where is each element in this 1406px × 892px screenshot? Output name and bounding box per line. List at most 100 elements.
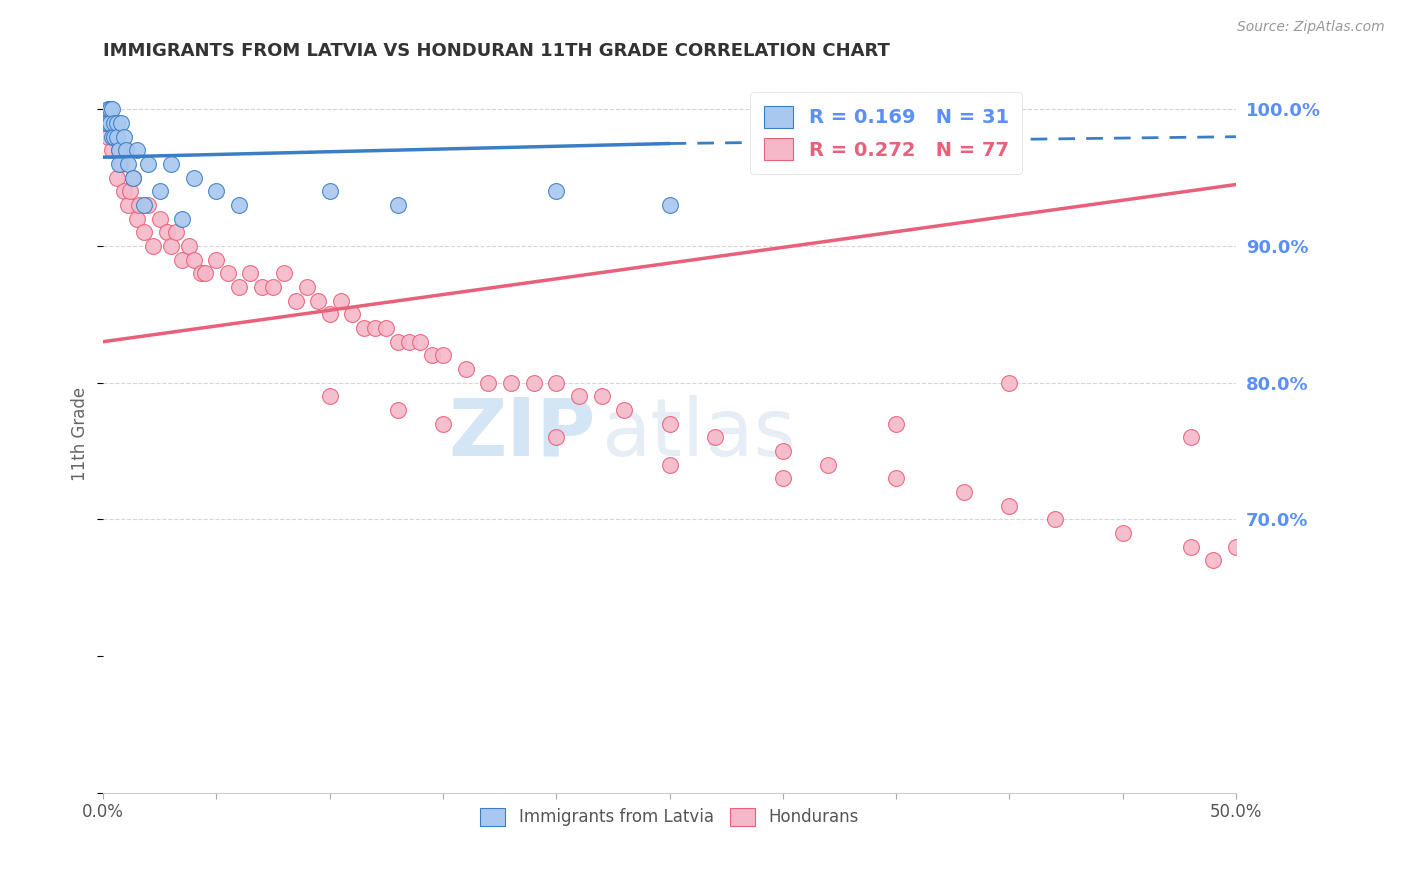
Point	[103, 129, 125, 144]
Point	[94, 116, 117, 130]
Point	[155, 225, 177, 239]
Point	[160, 157, 183, 171]
Point	[772, 444, 794, 458]
Point	[190, 266, 212, 280]
Point	[194, 266, 217, 280]
Point	[172, 211, 194, 226]
Point	[217, 266, 239, 280]
Point	[205, 185, 228, 199]
Point	[318, 307, 340, 321]
Point	[228, 280, 250, 294]
Point	[420, 348, 443, 362]
Point	[387, 334, 409, 349]
Point	[98, 103, 121, 117]
Point	[183, 170, 205, 185]
Point	[409, 334, 432, 349]
Point	[307, 293, 329, 308]
Point	[120, 185, 142, 199]
Point	[105, 170, 128, 185]
Point	[138, 157, 160, 171]
Point	[884, 417, 907, 431]
Point	[342, 307, 364, 321]
Point	[121, 170, 143, 185]
Point	[998, 376, 1021, 390]
Point	[97, 116, 120, 130]
Point	[127, 144, 149, 158]
Point	[330, 293, 353, 308]
Point	[1043, 512, 1066, 526]
Point	[658, 198, 681, 212]
Point	[205, 252, 228, 267]
Point	[142, 239, 165, 253]
Point	[250, 280, 273, 294]
Point	[114, 144, 136, 158]
Point	[138, 198, 160, 212]
Point	[1202, 553, 1225, 567]
Point	[94, 116, 117, 130]
Point	[284, 293, 307, 308]
Point	[884, 471, 907, 485]
Point	[228, 198, 250, 212]
Y-axis label: 11th Grade: 11th Grade	[72, 387, 89, 481]
Point	[117, 157, 139, 171]
Point	[110, 157, 132, 171]
Point	[97, 129, 120, 144]
Point	[1112, 526, 1135, 541]
Point	[172, 252, 194, 267]
Point	[613, 403, 636, 417]
Text: ZIP: ZIP	[449, 395, 596, 473]
Point	[262, 280, 284, 294]
Point	[772, 471, 794, 485]
Point	[546, 185, 568, 199]
Point	[98, 116, 121, 130]
Point	[353, 321, 375, 335]
Point	[318, 185, 340, 199]
Point	[183, 252, 205, 267]
Point	[108, 144, 131, 158]
Point	[98, 103, 121, 117]
Point	[953, 485, 976, 500]
Point	[318, 389, 340, 403]
Point	[817, 458, 839, 472]
Point	[149, 211, 172, 226]
Point	[165, 225, 187, 239]
Point	[239, 266, 262, 280]
Point	[454, 362, 477, 376]
Point	[103, 129, 125, 144]
Point	[703, 430, 725, 444]
Point	[108, 144, 131, 158]
Point	[132, 198, 155, 212]
Point	[97, 103, 120, 117]
Point	[273, 266, 295, 280]
Point	[432, 348, 454, 362]
Point	[477, 376, 499, 390]
Point	[568, 389, 591, 403]
Point	[499, 376, 522, 390]
Point	[387, 198, 409, 212]
Point	[112, 129, 135, 144]
Point	[364, 321, 387, 335]
Point	[101, 129, 124, 144]
Point	[149, 185, 172, 199]
Point	[658, 417, 681, 431]
Point	[132, 225, 155, 239]
Point	[103, 116, 125, 130]
Point	[101, 144, 124, 158]
Text: Source: ZipAtlas.com: Source: ZipAtlas.com	[1237, 20, 1385, 34]
Point	[432, 417, 454, 431]
Point	[546, 430, 568, 444]
Point	[114, 144, 136, 158]
Point	[121, 170, 143, 185]
Point	[375, 321, 398, 335]
Text: atlas: atlas	[602, 395, 796, 473]
Point	[1180, 430, 1202, 444]
Point	[1180, 540, 1202, 554]
Text: IMMIGRANTS FROM LATVIA VS HONDURAN 11TH GRADE CORRELATION CHART: IMMIGRANTS FROM LATVIA VS HONDURAN 11TH …	[103, 42, 890, 60]
Point	[128, 198, 150, 212]
Point	[105, 116, 128, 130]
Point	[1225, 540, 1247, 554]
Legend: Immigrants from Latvia, Hondurans: Immigrants from Latvia, Hondurans	[472, 799, 868, 835]
Point	[105, 129, 128, 144]
Point	[591, 389, 613, 403]
Point	[101, 103, 124, 117]
